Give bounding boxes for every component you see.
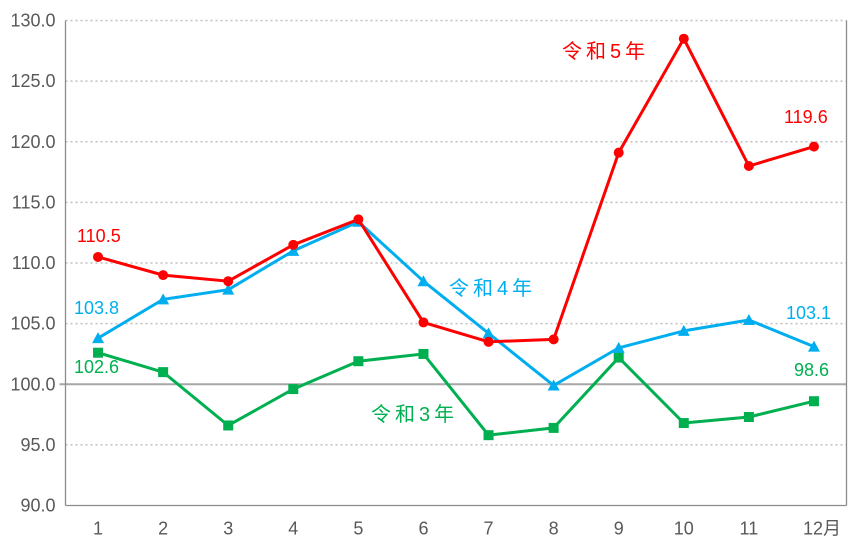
marker-令和3年-m2: [158, 367, 169, 378]
y-axis-tick-label-100.0: 100.0: [10, 374, 55, 394]
x-axis-tick-label-10: 10: [674, 519, 694, 539]
marker-令和3年-m3: [223, 420, 234, 431]
marker-令和4年-m8: [547, 379, 560, 391]
marker-令和4年-m12: [807, 340, 820, 352]
marker-令和4年-m7: [482, 327, 495, 339]
data-label-reiwa5-month1: 110.5: [77, 226, 121, 246]
marker-令和5年-m11: [743, 161, 754, 171]
y-axis-tick-label-120.0: 120.0: [10, 132, 55, 152]
x-axis-tick-label-6: 6: [418, 519, 428, 539]
data-label-reiwa5-month12: 119.6: [784, 107, 828, 127]
marker-令和3年-m7: [483, 430, 494, 441]
marker-令和3年-m1: [93, 347, 104, 358]
marker-令和3年-m5: [353, 356, 364, 367]
marker-令和3年-m12: [808, 396, 819, 407]
marker-令和3年-m6: [418, 348, 429, 359]
series-line-令和4年: [96, 220, 816, 387]
marker-令和5年-m6: [418, 317, 429, 328]
marker-令和5年-m4: [288, 239, 299, 250]
y-axis-tick-label-125.0: 125.0: [10, 71, 55, 91]
marker-令和4年-m1: [92, 332, 105, 344]
marker-令和4年-m10: [677, 324, 690, 336]
marker-令和5年-m7: [483, 336, 494, 347]
marker-令和3年-m10: [678, 418, 689, 429]
y-axis-tick-label-110.0: 110.0: [12, 253, 56, 273]
x-axis-tick-label-5: 5: [353, 519, 363, 539]
marker-令和3年-m9: [613, 352, 624, 363]
marker-令和3年-m11: [743, 411, 754, 422]
series-label-reiwa5: 令和5年: [562, 41, 650, 63]
marker-令和4年-m6: [417, 275, 430, 287]
series-line-令和5年: [96, 37, 816, 344]
marker-令和3年-m8: [548, 422, 559, 433]
data-label-reiwa3-month12: 98.6: [794, 360, 830, 380]
x-axis-tick-label-3: 3: [223, 519, 233, 539]
marker-令和5年-m12: [808, 141, 819, 152]
x-axis-tick-label-12月: 12月: [803, 519, 841, 539]
x-axis-tick-label-2: 2: [158, 519, 168, 539]
marker-令和5年-m2: [158, 270, 169, 281]
marker-令和4年-m4: [287, 244, 300, 256]
x-axis-tick-label-7: 7: [484, 519, 494, 539]
series-label-reiwa4: 令和4年: [449, 278, 537, 300]
y-axis-tick-label-105.0: 105.0: [10, 314, 55, 334]
marker-令和4年-m2: [157, 293, 170, 305]
marker-令和5年-m9: [613, 147, 624, 158]
marker-令和4年-m3: [222, 283, 235, 295]
y-axis-tick-label-90.0: 90.0: [20, 496, 55, 516]
y-axis-tick-label-130.0: 130.0: [10, 11, 55, 31]
marker-令和5年-m1: [93, 251, 104, 262]
x-axis-tick-label-9: 9: [614, 519, 624, 539]
data-label-reiwa4-month1: 103.8: [74, 298, 120, 318]
x-axis-tick-label-1: 1: [93, 519, 103, 539]
marker-令和4年-m9: [612, 341, 625, 353]
marker-令和5年-m8: [548, 334, 559, 345]
series-label-reiwa3: 令和3年: [371, 404, 459, 426]
marker-令和4年-m11: [742, 313, 755, 325]
series-line-令和3年: [96, 351, 816, 437]
y-axis-tick-label-95.0: 95.0: [20, 435, 55, 455]
data-label-reiwa3-month1: 102.6: [74, 357, 120, 377]
x-axis-tick-label-11: 11: [740, 519, 759, 539]
marker-令和3年-m4: [288, 384, 299, 395]
marker-令和5年-m3: [223, 276, 234, 287]
x-axis-tick-label-4: 4: [288, 519, 298, 539]
x-axis-tick-label-8: 8: [549, 519, 559, 539]
marker-令和5年-m10: [678, 33, 689, 44]
y-axis-tick-label-115.0: 115.0: [12, 192, 56, 212]
data-label-reiwa4-month12: 103.1: [786, 303, 832, 323]
marker-令和5年-m5: [353, 214, 364, 225]
